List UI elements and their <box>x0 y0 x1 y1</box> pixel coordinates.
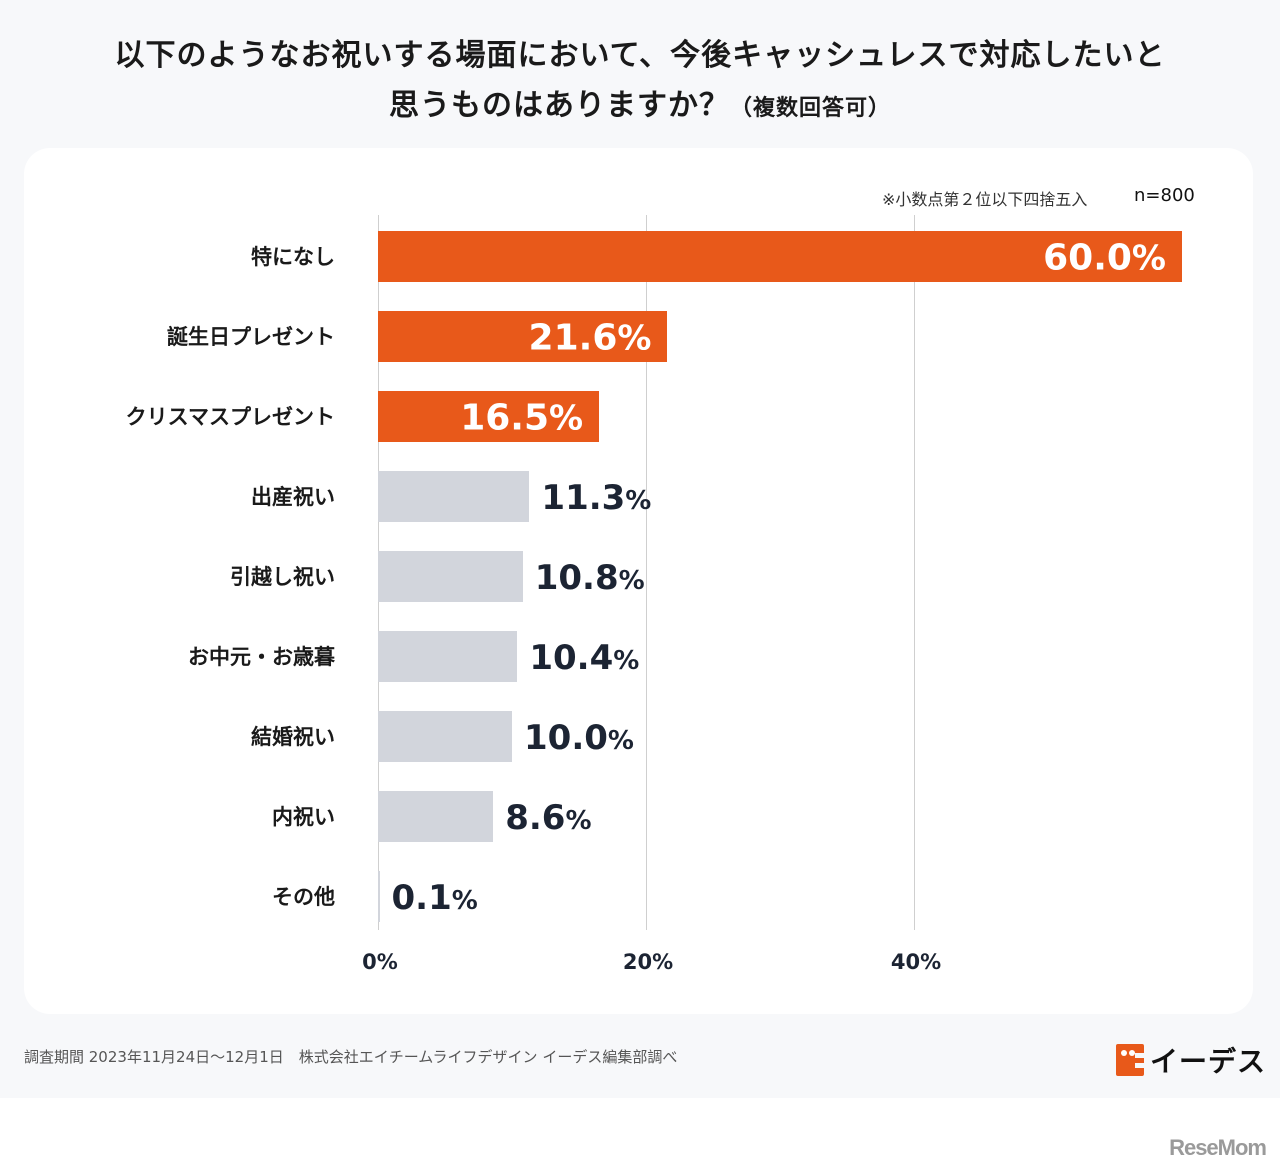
category-label: 特になし <box>251 245 335 269</box>
ides-mascot-icon <box>1116 1044 1144 1076</box>
resemom-watermark: ReseMom <box>1169 1135 1267 1160</box>
bar <box>378 550 523 602</box>
category-label: クリスマスプレゼント <box>125 405 335 429</box>
bar <box>378 390 600 442</box>
category-label: 引越し祝い <box>230 565 335 589</box>
value-label: 10.0% <box>524 718 634 758</box>
x-tick-label: 40% <box>890 950 942 974</box>
source-note: 調査期間 2023年11月24日〜12月1日 株式会社エイチームライフデザイン … <box>24 1048 678 1066</box>
category-label: お中元・お歳暮 <box>188 645 335 669</box>
x-tick-label: 0% <box>362 950 398 974</box>
value-label: 60.0% <box>1043 237 1166 279</box>
sample-size: n=800 <box>1134 185 1195 206</box>
chart-title-main: 思うものはありますか？ <box>388 88 730 123</box>
bar <box>378 230 1182 282</box>
category-label: 誕生日プレゼント <box>167 325 335 349</box>
logo-text: イーデス <box>1150 1045 1267 1078</box>
value-label: 21.6% <box>528 317 652 359</box>
value-label: 0.1% <box>391 878 478 918</box>
rounding-note: ※小数点第２位以下四捨五入 <box>882 190 1088 209</box>
bar <box>378 710 512 762</box>
value-label: 16.5% <box>460 397 584 439</box>
ides-logo: イーデス <box>1116 1040 1266 1080</box>
category-label: その他 <box>272 885 335 909</box>
bar <box>378 310 668 362</box>
chart-title-sub: （複数回答可） <box>729 96 891 121</box>
value-label: 8.6% <box>505 798 592 838</box>
category-label: 結婚祝い <box>251 725 335 749</box>
bar <box>378 470 530 522</box>
chart-title-line2: 思うものはありますか？（複数回答可） <box>0 80 1280 124</box>
category-label: 内祝い <box>272 805 335 829</box>
category-label: 出産祝い <box>251 485 335 509</box>
gridline <box>646 215 647 930</box>
gridline <box>914 215 915 930</box>
value-label: 10.4% <box>529 638 640 678</box>
bar <box>378 870 380 922</box>
chart-title-line1: 以下のようなお祝いする場面において、今後キャッシュレスで対応したいと <box>114 38 1166 73</box>
value-label: 11.3% <box>541 478 652 518</box>
bar <box>378 790 494 842</box>
value-label: 10.8% <box>534 558 645 598</box>
bar <box>378 630 518 682</box>
chart-card <box>24 148 1253 1014</box>
x-tick-label: 20% <box>622 950 674 974</box>
